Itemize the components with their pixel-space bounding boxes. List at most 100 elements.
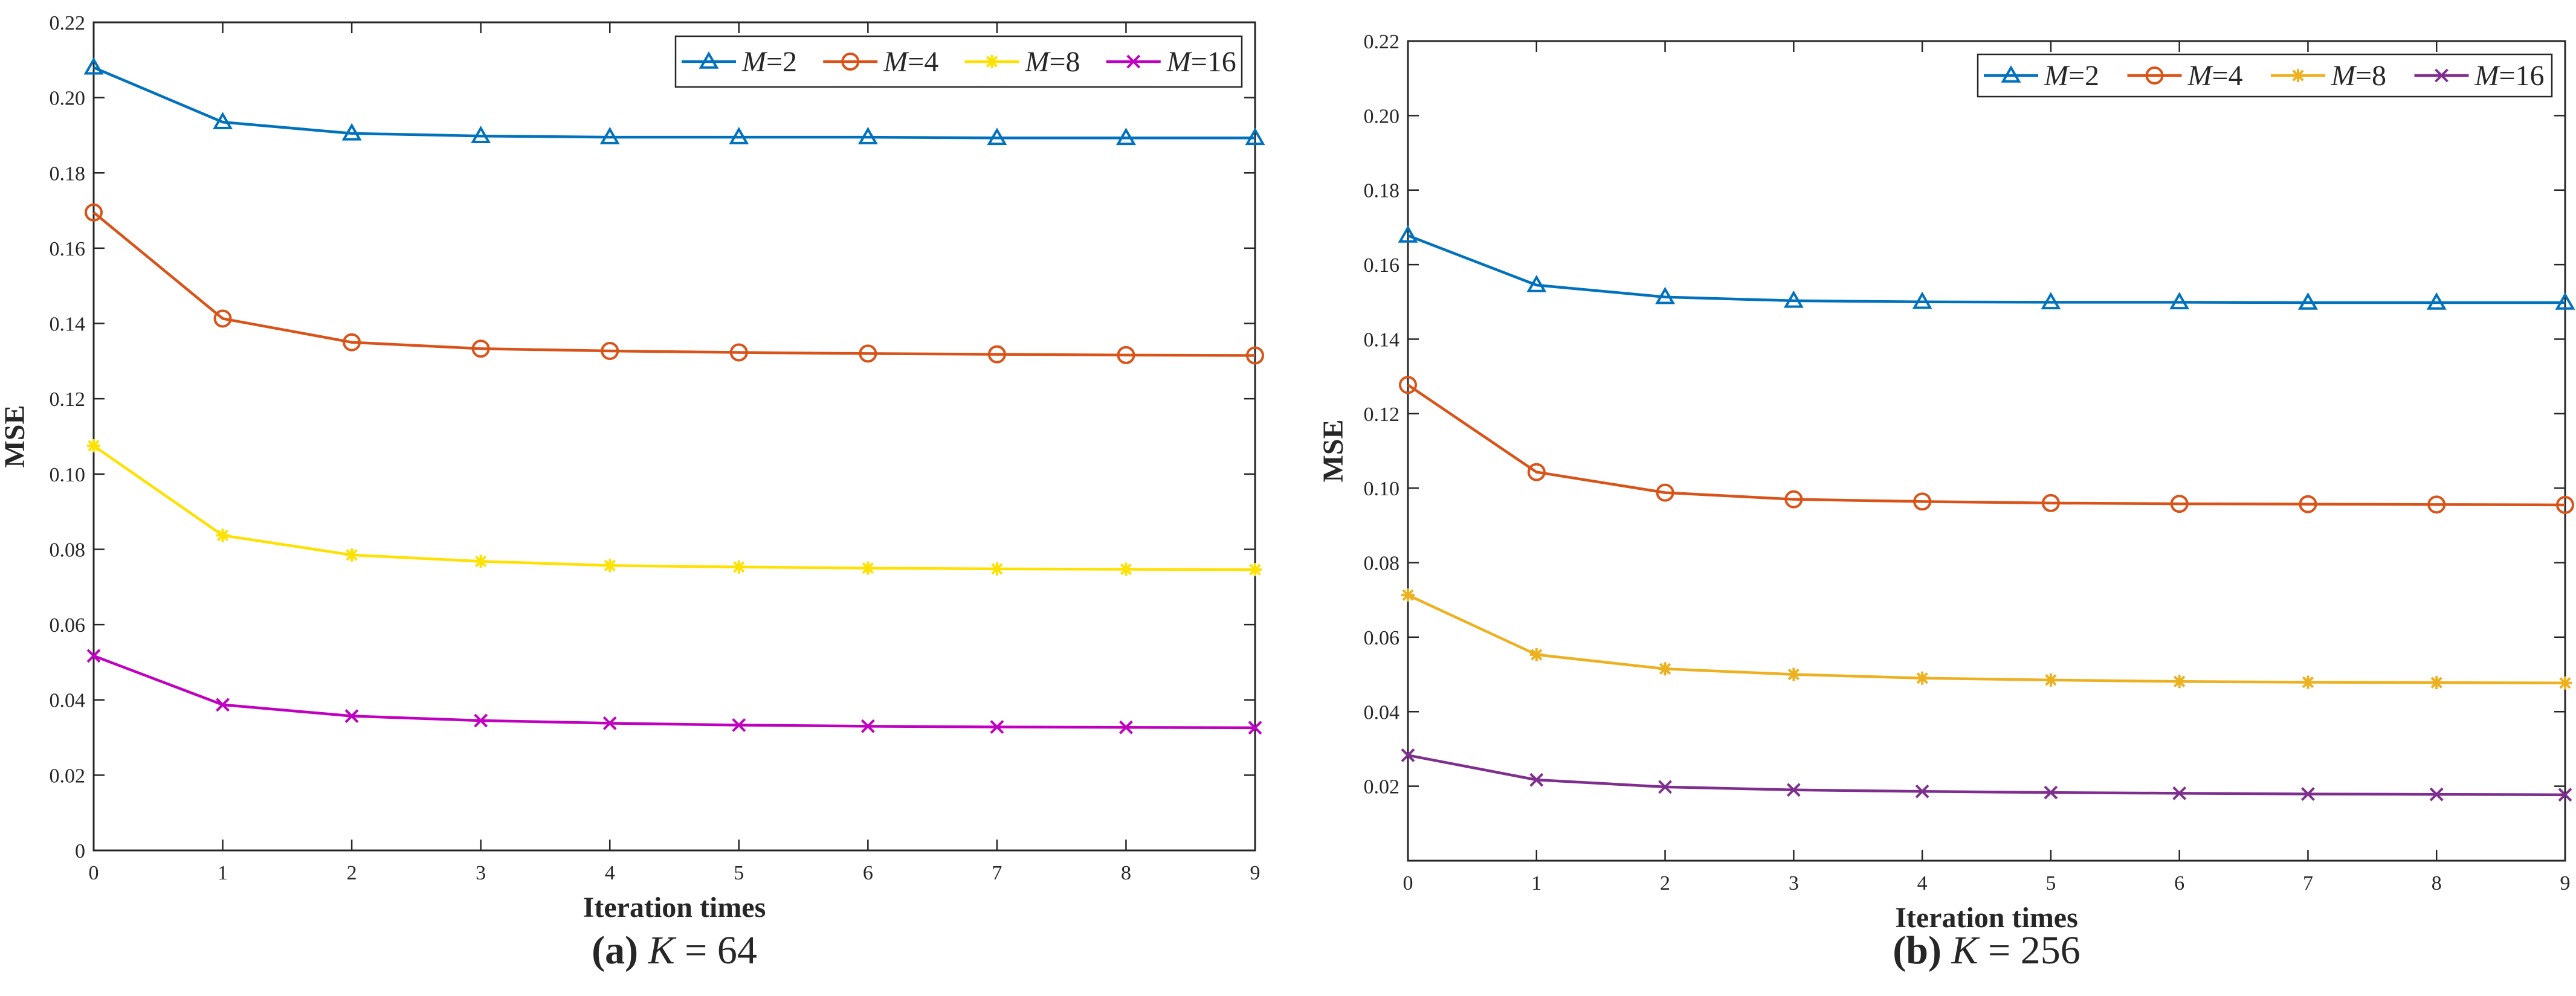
data-point	[1912, 291, 1932, 309]
data-point	[1913, 492, 1932, 511]
legend-item: M=8	[964, 46, 1080, 78]
data-point	[216, 529, 230, 542]
legend-swatch-marker	[2001, 65, 2021, 83]
x-tick-label: 9	[2560, 872, 2571, 895]
x-tick-label: 0	[1403, 872, 1413, 895]
data-point	[2169, 292, 2190, 310]
data-point	[216, 698, 230, 712]
data-point	[2172, 675, 2186, 689]
x-tick-label: 2	[1660, 872, 1670, 895]
legend-label-italic: M	[2331, 60, 2357, 92]
y-tick-label: 0.12	[50, 388, 86, 411]
plot-area	[1407, 40, 2566, 862]
legend-label: M=8	[2331, 60, 2386, 92]
x-tick-label: 6	[2174, 872, 2184, 895]
y-axis-title: MSE	[0, 405, 31, 467]
legend-label-italic: M	[741, 46, 768, 78]
series-line	[1407, 234, 2565, 304]
x-axis-title: Iteration times	[1895, 902, 2078, 934]
y-tick-label: 0.12	[1364, 403, 1400, 426]
y-tick-label: 0.16	[50, 238, 86, 260]
data-point	[87, 439, 100, 453]
data-point	[2172, 786, 2187, 800]
data-point	[1786, 783, 1801, 797]
series-line	[1407, 384, 2566, 507]
data-point	[1529, 647, 1543, 661]
y-tick-label: 0.20	[1364, 105, 1400, 127]
legend-item: M=16	[2414, 60, 2545, 92]
y-tick-label: 0.20	[50, 88, 86, 110]
series-m2	[1398, 225, 2575, 310]
series-line	[1407, 754, 2566, 797]
caption-letter: (b)	[1893, 928, 1942, 972]
data-point	[860, 719, 875, 733]
data-point	[1248, 721, 1262, 735]
data-point	[2558, 676, 2572, 690]
panel-caption: (a) K = 64	[592, 928, 757, 972]
data-point	[2429, 787, 2444, 802]
data-point	[603, 559, 617, 573]
data-point	[1115, 127, 1136, 146]
x-tick-label: 1	[1531, 872, 1541, 895]
legend-label-text: =16	[1191, 46, 1236, 78]
legend-swatch-marker	[699, 51, 719, 69]
series-m4	[85, 203, 1264, 365]
data-point	[2044, 785, 2058, 800]
x-tick-label: 7	[2303, 872, 2313, 895]
legend-label-italic: M	[1166, 46, 1193, 78]
data-point	[471, 339, 490, 358]
legend-label: M=8	[1025, 46, 1080, 78]
data-point	[2299, 495, 2317, 513]
x-tick-label: 8	[1121, 862, 1131, 884]
data-point	[471, 126, 491, 143]
chart-panel-b: 0.02 0.04 0.06 0.08 0.10 0.12 0.14 0.16 0.18 0.20…	[1317, 31, 2575, 972]
x-tick-label: 4	[1917, 872, 1928, 895]
data-point	[2041, 493, 2060, 512]
y-tick-label: 0.14	[50, 313, 86, 336]
x-tick-label: 7	[992, 862, 1002, 884]
data-point	[1527, 463, 1546, 481]
data-point	[86, 649, 101, 663]
x-tick-label: 8	[2432, 872, 2442, 895]
series-line	[93, 66, 1255, 140]
data-point	[83, 57, 104, 75]
data-point	[729, 343, 748, 362]
caption-variable: K	[638, 928, 677, 972]
data-point	[1248, 563, 1262, 577]
series-m16	[86, 649, 1262, 735]
legend-label: M=16	[1166, 46, 1236, 78]
data-point	[987, 345, 1006, 364]
legend-swatch-marker	[2291, 69, 2305, 82]
x-tick-label: 1	[218, 862, 228, 884]
series-line	[92, 445, 1256, 571]
data-point	[2556, 495, 2574, 514]
y-tick-label: 0.08	[1364, 553, 1400, 575]
data-point	[2041, 292, 2061, 310]
data-point	[602, 716, 617, 730]
legend-item: M=4	[823, 46, 938, 78]
series-line	[92, 211, 1256, 357]
legend-swatch-marker	[2145, 66, 2164, 85]
y-tick-label: 0.10	[50, 464, 86, 486]
data-point	[1655, 286, 1676, 304]
data-point	[2044, 673, 2058, 687]
data-point	[213, 112, 233, 129]
legend-label: M=16	[2474, 60, 2545, 92]
y-tick-label: 0.16	[1364, 254, 1400, 277]
data-point	[1787, 667, 1801, 681]
series-m4	[1399, 376, 2574, 514]
data-point	[861, 561, 875, 575]
data-point	[1783, 290, 1804, 308]
y-tick-label: 0.22	[50, 12, 86, 34]
data-point	[1915, 784, 1929, 798]
data-point	[2301, 787, 2315, 802]
y-axis: 0.02 0.04 0.06 0.08 0.10 0.12 0.14 0.16 0.18 0.20…	[1364, 31, 2565, 798]
data-point	[729, 127, 749, 144]
data-point	[1245, 127, 1265, 146]
x-tick-label: 2	[347, 862, 357, 884]
series-line	[1407, 594, 2566, 685]
legend: M=2 M=4 M=8 M=16	[1977, 53, 2553, 98]
legend-label-text: =8	[1049, 46, 1080, 78]
caption-variable: K	[1942, 928, 1980, 972]
legend-label-italic: M	[1025, 46, 1051, 78]
